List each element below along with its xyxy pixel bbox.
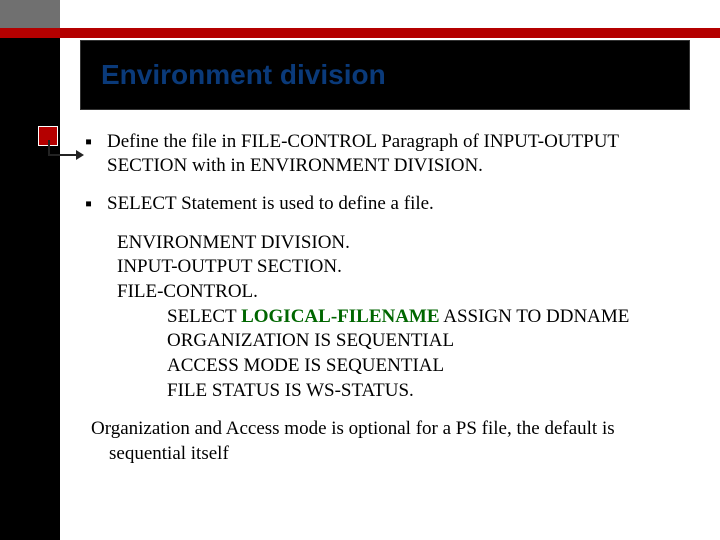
bullet-square-icon: ▪ — [85, 192, 107, 217]
slide: Environment division ▪ Define the file i… — [0, 0, 720, 540]
bullet-text: SELECT Statement is used to define a fil… — [107, 192, 700, 217]
code-line: ENVIRONMENT DIVISION. — [117, 231, 700, 256]
code-keyword: LOGICAL-FILENAME — [241, 306, 439, 327]
bullet-square-icon: ▪ — [85, 130, 107, 178]
footer-note: Organization and Access mode is optional… — [91, 417, 700, 466]
black-sidebar — [0, 38, 60, 540]
code-line: INPUT-OUTPUT SECTION. — [117, 255, 700, 280]
code-text: ASSIGN TO DDNAME — [440, 306, 630, 327]
footer-line: sequential itself — [109, 442, 700, 467]
footer-line: Organization and Access mode is optional… — [91, 417, 700, 442]
red-accent-bar — [0, 28, 720, 38]
slide-title: Environment division — [101, 59, 386, 91]
bullet-text: Define the file in FILE-CONTROL Paragrap… — [107, 130, 700, 178]
code-block: ENVIRONMENT DIVISION. INPUT-OUTPUT SECTI… — [117, 231, 700, 404]
title-box: Environment division — [80, 40, 690, 110]
bullet-line: SECTION with in ENVIRONMENT DIVISION. — [107, 155, 483, 176]
bullet-item: ▪ SELECT Statement is used to define a f… — [85, 192, 700, 217]
bullet-item: ▪ Define the file in FILE-CONTROL Paragr… — [85, 130, 700, 178]
bullet-line: Define the file in FILE-CONTROL Paragrap… — [107, 131, 619, 152]
code-line: ORGANIZATION IS SEQUENTIAL — [167, 329, 700, 354]
content-area: ▪ Define the file in FILE-CONTROL Paragr… — [85, 130, 700, 467]
bullet-line: SELECT Statement is used to define a fil… — [107, 193, 434, 214]
code-text: SELECT — [167, 306, 241, 327]
code-line: SELECT LOGICAL-FILENAME ASSIGN TO DDNAME — [167, 305, 700, 330]
code-line: FILE STATUS IS WS-STATUS. — [167, 379, 700, 404]
top-gray-stripe — [0, 0, 60, 28]
code-line: FILE-CONTROL. — [117, 280, 700, 305]
arrow-icon — [48, 150, 88, 170]
code-line: ACCESS MODE IS SEQUENTIAL — [167, 354, 700, 379]
